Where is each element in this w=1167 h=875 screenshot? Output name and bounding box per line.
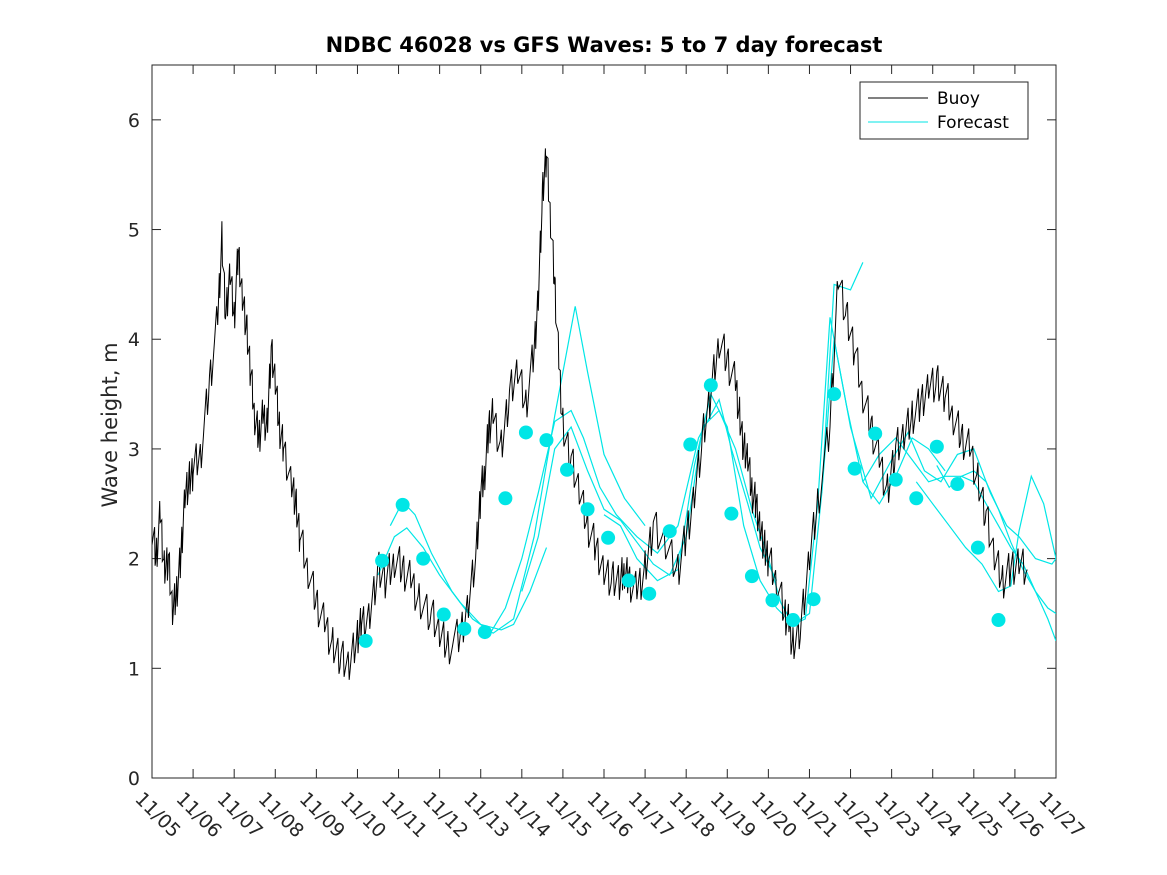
- y-tick-label: 5: [128, 220, 140, 242]
- forecast-marker: [642, 586, 657, 601]
- forecast-marker: [970, 540, 985, 555]
- x-tick-label: 11/14: [500, 788, 554, 842]
- forecast-marker: [416, 551, 431, 566]
- forecast-series-line: [915, 474, 1056, 593]
- legend: Buoy Forecast: [859, 81, 1029, 140]
- x-tick-label: 11/06: [172, 788, 226, 842]
- forecast-marker: [744, 569, 759, 584]
- y-tick-label: 0: [128, 768, 140, 790]
- forecast-marker: [847, 461, 862, 476]
- x-tick-label: 11/16: [582, 788, 636, 842]
- x-tick-label: 11/19: [706, 788, 760, 842]
- forecast-marker: [765, 593, 780, 608]
- x-tick-label: 11/09: [295, 788, 349, 842]
- plot-frame: [151, 64, 1057, 779]
- x-tick-label: 11/11: [377, 788, 431, 842]
- forecast-marker: [888, 472, 903, 487]
- forecast-marker: [991, 613, 1006, 628]
- forecast-marker: [909, 491, 924, 506]
- x-tick-label: 11/24: [911, 788, 965, 842]
- forecast-marker: [518, 425, 533, 440]
- plot-area: [152, 148, 1056, 680]
- x-tick-label: 11/18: [665, 788, 719, 842]
- x-tick-label: 11/17: [624, 788, 678, 842]
- forecast-series-line: [603, 317, 946, 626]
- x-tick-label: 11/23: [870, 788, 924, 842]
- forecast-marker: [806, 592, 821, 607]
- x-tick-label: 11/26: [993, 788, 1047, 842]
- x-tick-label: 11/13: [459, 788, 513, 842]
- forecast-marker: [560, 462, 575, 477]
- legend-forecast-label: Forecast: [937, 113, 1009, 133]
- x-tick-label: 11/05: [130, 788, 184, 842]
- forecast-series-line: [488, 397, 778, 636]
- forecast-marker: [375, 553, 390, 568]
- y-axis-label: Wave height, m: [98, 342, 122, 507]
- legend-box: [859, 81, 1029, 140]
- x-tick-label: 11/25: [952, 788, 1006, 842]
- x-tick-label: 11/08: [254, 788, 308, 842]
- forecast-marker: [929, 439, 944, 454]
- forecast-marker: [601, 530, 616, 545]
- buoy-layer: [152, 148, 1028, 680]
- forecast-marker: [868, 426, 883, 441]
- forecast-marker: [724, 506, 739, 521]
- x-tick-label: 11/27: [1034, 788, 1088, 842]
- forecast-marker: [477, 625, 492, 640]
- forecast-marker: [358, 633, 373, 648]
- chart-title: NDBC 46028 vs GFS Waves: 5 to 7 day fore…: [326, 33, 883, 57]
- x-tick-label: 11/15: [541, 788, 595, 842]
- y-tick-label: 4: [128, 329, 140, 351]
- forecast-marker: [786, 613, 801, 628]
- forecast-marker: [457, 621, 472, 636]
- buoy-line: [152, 148, 1028, 680]
- x-tick-label: 11/22: [829, 788, 883, 842]
- forecast-marker: [395, 497, 410, 512]
- x-tick-label: 11/20: [747, 788, 801, 842]
- y-tick-label: 1: [128, 658, 140, 680]
- forecast-marker: [827, 387, 842, 402]
- x-tick-label: 11/21: [788, 788, 842, 842]
- forecast-markers: [358, 378, 1006, 648]
- legend-buoy-label: Buoy: [937, 89, 980, 109]
- forecast-marker: [621, 573, 636, 588]
- forecast-marker: [498, 491, 513, 506]
- y-tick-label: 6: [128, 110, 140, 132]
- forecast-marker: [703, 378, 718, 393]
- forecast-series-line: [821, 339, 1056, 565]
- forecast-marker: [683, 437, 698, 452]
- x-tick-label: 11/10: [336, 788, 390, 842]
- y-tick-label: 2: [128, 549, 140, 571]
- forecast-marker: [662, 524, 677, 539]
- forecast-marker: [436, 607, 451, 622]
- forecast-marker: [950, 477, 965, 492]
- forecast-marker: [580, 502, 595, 517]
- forecast-series-line: [389, 306, 646, 634]
- x-tick-label: 11/12: [418, 788, 472, 842]
- x-tick-label: 11/07: [213, 788, 267, 842]
- forecast-marker: [539, 433, 554, 448]
- y-tick-label: 3: [128, 439, 140, 461]
